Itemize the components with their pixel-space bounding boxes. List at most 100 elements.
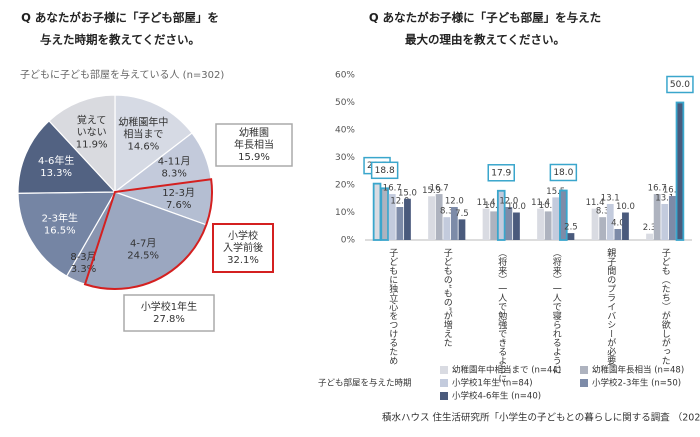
group-outline xyxy=(83,178,213,290)
pie-slice xyxy=(114,94,193,194)
slice-value-label: 16.5% xyxy=(44,225,76,236)
y-tick-label: 60% xyxy=(335,71,355,81)
callout-label: 小学校1年生 xyxy=(141,300,197,313)
value-label: 8.3 xyxy=(440,207,454,217)
bar xyxy=(404,198,411,240)
legend-swatch xyxy=(580,379,588,387)
callout-label: 幼稚園 xyxy=(239,126,269,139)
value-label: 13.1 xyxy=(655,193,674,203)
y-tick-label: 50% xyxy=(335,98,355,108)
callout-box xyxy=(215,123,293,167)
value-label: 10.0 xyxy=(507,202,526,212)
callout-label: 小学校 xyxy=(228,229,258,242)
legend-swatch xyxy=(440,379,448,387)
pie-slice xyxy=(17,191,117,277)
bar xyxy=(606,203,614,240)
bar xyxy=(496,189,506,241)
value-label: 50.0 xyxy=(670,80,690,90)
y-tick-label: 10% xyxy=(335,208,355,218)
bar xyxy=(544,211,552,240)
slice-value-label: 14.6% xyxy=(127,142,159,153)
value-label: 11.4 xyxy=(477,198,496,208)
slice-label: 相当まで xyxy=(123,128,163,141)
bar xyxy=(490,211,498,240)
legend-swatch xyxy=(440,366,448,374)
value-label: 12.0 xyxy=(390,197,409,207)
value-label: 10.4 xyxy=(539,201,558,211)
pie-title: 与えた時期を教えてください。 xyxy=(40,33,200,47)
slice-label: 12-3月 xyxy=(162,187,195,199)
callout-label: 年長相当 xyxy=(234,138,274,151)
value-label: 15.5 xyxy=(546,187,565,197)
bar xyxy=(435,194,443,240)
value-label: 18.0 xyxy=(553,168,573,178)
bar xyxy=(428,196,435,240)
legend-label: 小学校1年生 (n=84) xyxy=(452,378,533,389)
legend-title: 子ども部屋を与えた時期 xyxy=(318,378,412,389)
value-label: 10.4 xyxy=(484,201,503,211)
slice-label: 4-11月 xyxy=(158,156,191,168)
bar xyxy=(380,187,389,241)
x-tick-label: 子どもの“もの”が増えた xyxy=(442,248,453,347)
value-label: 18.8 xyxy=(375,166,395,176)
callout-value: 32.1% xyxy=(227,255,259,266)
bar xyxy=(443,217,451,240)
value-label: 7.5 xyxy=(455,209,469,219)
highlight-box xyxy=(370,161,399,180)
pie-subtitle: 子どもに子ども部屋を与えている人 (n=302) xyxy=(20,68,224,81)
slice-value-label: 24.5% xyxy=(127,250,159,261)
x-tick-label: （将来）一人で勉強できるように xyxy=(496,248,507,383)
value-label: 13.1 xyxy=(601,193,620,203)
value-label: 8.3 xyxy=(596,207,610,217)
value-label: 16.7 xyxy=(648,184,667,194)
y-tick-label: 30% xyxy=(335,153,355,163)
callout-box xyxy=(212,223,274,273)
legend-label: 小学校4-6年生 (n=40) xyxy=(452,391,541,402)
slice-label: 4-6年生 xyxy=(38,154,74,167)
value-label: 4.0 xyxy=(611,219,625,229)
legend-label: 幼稚園年中相当まで (n=44) xyxy=(452,365,561,376)
value-label: 10.0 xyxy=(616,202,635,212)
y-tick-label: 40% xyxy=(335,126,355,136)
slice-value-label: 7.6% xyxy=(166,200,191,211)
value-label: 16.7 xyxy=(383,184,402,194)
source: 積水ハウス 住生活研究所「小学生の子どもとの暮らしに関する調査 （2023年）」 xyxy=(382,412,700,424)
callout-label: 入学前後 xyxy=(223,241,263,254)
bar xyxy=(537,208,544,240)
bar xyxy=(622,212,629,240)
legend-swatch xyxy=(440,392,448,400)
highlight-box xyxy=(666,75,694,94)
bar xyxy=(675,101,685,241)
y-tick-label: 0% xyxy=(341,236,356,246)
bar xyxy=(552,197,560,240)
bar xyxy=(396,207,404,240)
slice-label: 8-3月 xyxy=(70,251,96,263)
value-label: 11.4 xyxy=(531,198,550,208)
callout-box xyxy=(123,294,215,332)
bar xyxy=(668,196,676,240)
x-tick-label: （将来）一人で寝られるように xyxy=(551,248,562,374)
bar xyxy=(614,229,622,240)
bar xyxy=(372,182,382,241)
value-label: 2.3 xyxy=(643,223,657,233)
legend-swatch xyxy=(580,366,588,374)
value-label: 2.5 xyxy=(564,223,578,233)
slice-label: いない xyxy=(77,126,107,138)
bar xyxy=(646,233,653,240)
bar-title: 最大の理由を教えてください。 xyxy=(405,33,565,47)
value-label: 15.9 xyxy=(422,186,441,196)
bar xyxy=(567,233,575,240)
x-tick-label: 子どもに独立心をつけるため xyxy=(387,248,398,365)
x-tick-label: 親子間のプライバシーが必要 xyxy=(605,248,616,366)
bar xyxy=(458,219,466,240)
slice-label: 覚えて xyxy=(77,113,107,126)
slice-value-label: 8.3% xyxy=(161,169,186,180)
bar xyxy=(591,208,599,240)
bar xyxy=(482,208,490,240)
highlight-box xyxy=(549,163,578,182)
slice-value-label: 13.3% xyxy=(40,168,72,179)
value-label: 12.0 xyxy=(445,197,464,207)
bar xyxy=(599,217,607,240)
slice-label: 4-7月 xyxy=(130,237,156,249)
